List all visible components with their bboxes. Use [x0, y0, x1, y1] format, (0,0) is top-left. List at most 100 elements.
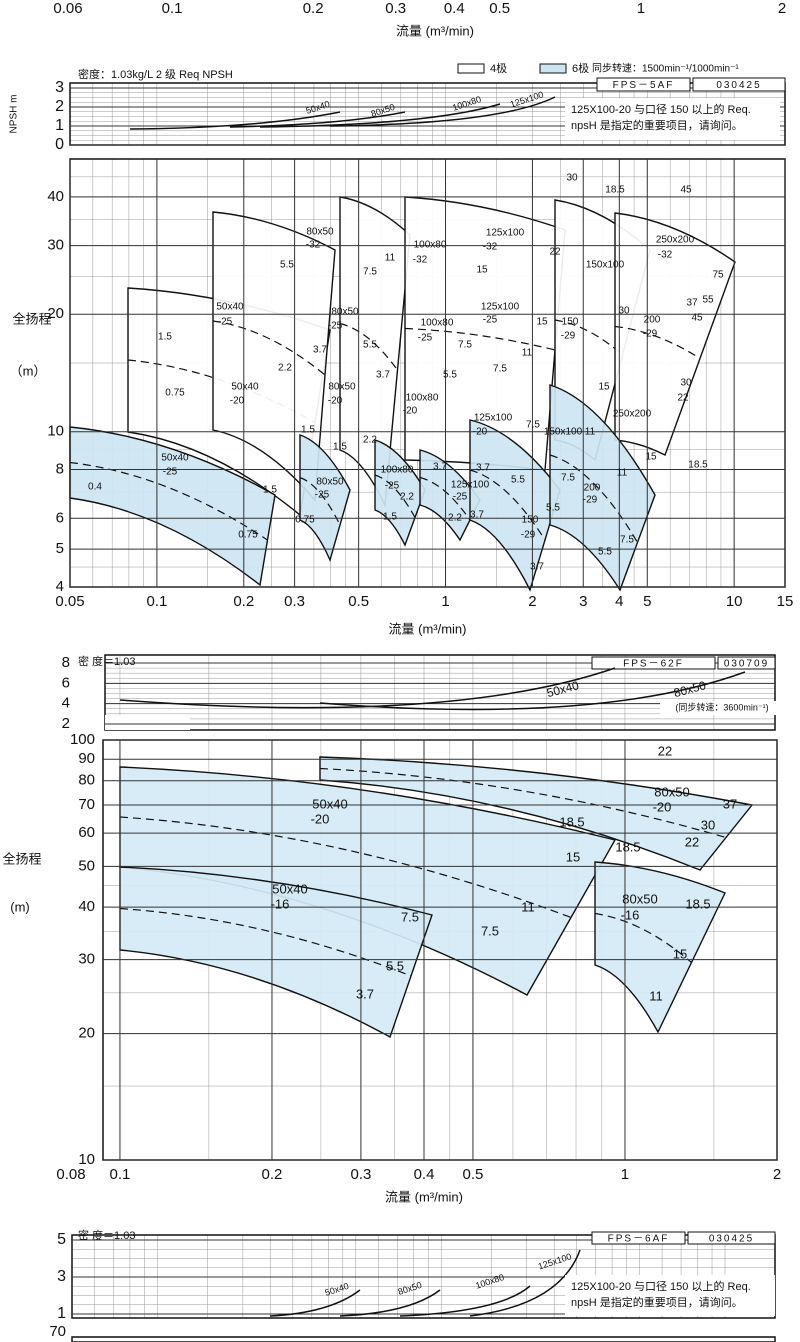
- region-label: 150x100: [544, 427, 583, 438]
- x-tick-label: 0.3: [385, 0, 406, 17]
- npsh-dashed-curve: [549, 454, 639, 543]
- region-label: 250x200: [656, 235, 695, 246]
- region-label: 50x40: [216, 302, 244, 313]
- note-line: npsH 是指定的重要项目，请询问。: [571, 118, 743, 132]
- x-tick-label: 3: [579, 593, 587, 610]
- y-tick-label: 40: [47, 188, 64, 205]
- y-tick-label: 5: [56, 540, 64, 557]
- y-tick-label: 20: [78, 1025, 95, 1042]
- region-label: 7.5: [526, 420, 540, 431]
- region-label: 7.5: [401, 909, 419, 924]
- npsh-curve: [339, 1289, 441, 1317]
- operating-region: [339, 196, 411, 508]
- y-tick-label: 60: [78, 824, 95, 841]
- npsh-dashed-curve: [419, 476, 471, 521]
- x-tick-label: 0.5: [348, 593, 369, 610]
- y-tick-label: 2: [62, 715, 70, 732]
- npsh-curve: [269, 1289, 361, 1317]
- region-label: 15: [536, 317, 548, 328]
- region-label: -20: [653, 799, 672, 814]
- region-label: 45: [691, 313, 703, 324]
- region-label: -20: [328, 396, 343, 407]
- region-label: 7.5: [458, 340, 472, 351]
- npsh-dashed-curve: [319, 767, 727, 839]
- region-label: -20: [230, 396, 245, 407]
- x-tick-label: 1: [621, 1166, 629, 1183]
- region-label: 15: [598, 382, 610, 393]
- region-label: 55: [702, 295, 714, 306]
- legend-label: 4极: [490, 61, 507, 75]
- y-tick-label: 70: [49, 1323, 66, 1340]
- y-tick-label: 1: [57, 1305, 66, 1322]
- x-tick-label: 0.3: [350, 1166, 371, 1183]
- region-label: 7.5: [620, 535, 634, 546]
- code-box: [692, 77, 786, 92]
- region-label: 50x40: [231, 382, 259, 393]
- region-label: 2.2: [400, 492, 414, 503]
- y-tick-label: 4: [56, 578, 64, 595]
- y-tick-label: 8: [62, 654, 70, 671]
- region-label: 80x50: [654, 784, 689, 799]
- region-label: 3.7: [476, 463, 490, 474]
- y-tick-label: 80: [78, 772, 95, 789]
- y-tick-label: 20: [47, 305, 64, 322]
- region-label: 150: [562, 317, 579, 328]
- region-label: 2.2: [448, 513, 462, 524]
- x-tick-label: 0.4: [414, 1166, 435, 1183]
- region-label: -32: [658, 250, 673, 261]
- plot-border: [104, 654, 776, 731]
- region-label: 30: [680, 378, 692, 389]
- model-label: FPS－62F: [623, 659, 684, 670]
- npsh-dashed-curve: [374, 474, 416, 518]
- region-label: 80x50: [306, 227, 334, 238]
- x-tick-label: 1: [441, 593, 449, 610]
- code-box: [717, 656, 776, 670]
- region-label: 1.5: [158, 332, 172, 343]
- npsh-curve: [329, 96, 556, 127]
- region-label: 1.5: [301, 425, 315, 436]
- y-tick-label: 10: [78, 1151, 95, 1168]
- npsh-dashed-curve: [469, 469, 546, 541]
- region-label: 5.5: [511, 475, 525, 486]
- region-label: 15: [566, 849, 580, 864]
- region-label: -32: [483, 242, 498, 253]
- model-label: FPS－6AF: [608, 1234, 670, 1245]
- speed-label: 同步转速：1500min⁻¹/1000min⁻¹: [592, 62, 739, 75]
- region-label: 150: [522, 515, 539, 526]
- speed-label: (同步转速：3600min⁻¹): [675, 701, 768, 712]
- region-label: 3.7: [433, 462, 447, 473]
- x-tick-label: 4: [615, 593, 623, 610]
- model-box: [596, 77, 691, 92]
- region-label: 11: [585, 427, 596, 438]
- y-axis-label: 全扬程: [12, 311, 51, 326]
- chart-header: 密 度＝1.03: [78, 1228, 135, 1242]
- region-label: -25: [163, 467, 178, 478]
- note-line: 125X100-20 与口径 150 以上的 Req.: [571, 102, 751, 116]
- legend-swatch: [539, 63, 567, 74]
- x-tick-label: 5: [643, 593, 651, 610]
- legend-swatch: [457, 63, 485, 74]
- x-tick-label: 0.2: [233, 593, 254, 610]
- region-label: 150x100: [586, 260, 625, 271]
- y-axis-unit: （m）: [10, 363, 47, 378]
- region-label: -32: [306, 240, 321, 251]
- region-label: -20: [311, 811, 330, 826]
- region-label: 18.5: [615, 839, 640, 854]
- region-label: -25: [418, 333, 433, 344]
- npsh-dashed-curve: [339, 322, 398, 371]
- region-label: 125x100: [486, 228, 525, 239]
- x-tick-label: 0.3: [284, 593, 305, 610]
- region-label: 22: [658, 743, 672, 758]
- code-label: 030425: [716, 80, 761, 91]
- region-label: 5.5: [598, 547, 612, 558]
- region-label: 100x80: [406, 393, 439, 404]
- npsh-curve: [119, 667, 616, 709]
- chart-header: 密度：1.03kg/L 2 级 Req NPSH: [78, 67, 233, 81]
- region-label: 80x50: [331, 307, 359, 318]
- x-tick-label: 0.1: [162, 0, 183, 17]
- region-label: 80x50: [622, 891, 657, 906]
- region-label: 18.5: [688, 460, 708, 471]
- region-label: -20: [403, 406, 418, 417]
- y-tick-label: 100: [70, 731, 95, 748]
- region-label: 75: [712, 270, 724, 281]
